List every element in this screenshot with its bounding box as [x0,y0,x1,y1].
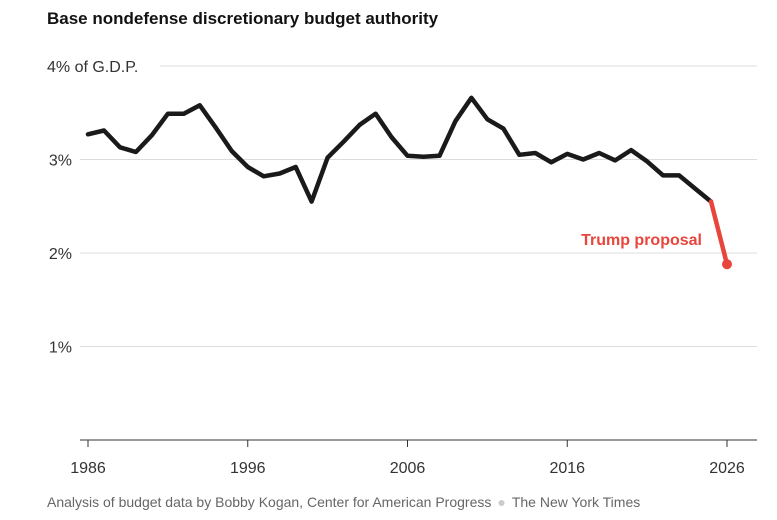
proposal-series-line [708,199,730,267]
source-note: Analysis of budget data by Bobby Kogan, … [47,494,492,510]
y-tick-label: 3% [49,153,72,170]
x-tick-label: 2026 [709,460,745,477]
publisher-credit: The New York Times [511,494,641,510]
y-axis: 1% 2% 3% 4% of G.D.P. [47,59,138,357]
x-tick-label: 1986 [70,460,106,477]
gridlines [80,65,757,347]
series-lines [85,95,732,270]
y-tick-label: 1% [49,340,72,357]
x-axis: 1986 1996 2006 2016 2026 [70,439,757,477]
y-tick-label: 4% of G.D.P. [47,59,138,76]
trump-proposal-label: Trump proposal [581,232,702,249]
x-tick-label: 2016 [549,460,585,477]
annotations: Trump proposal [581,232,702,249]
line-chart: 1%2%3%4% of G.D.P. 1986 1996 2006 2016 2026 … [47,59,757,477]
historical-series-line [85,95,714,204]
y-tick-label: 2% [49,246,72,263]
x-tick-label: 2006 [390,460,426,477]
proposal-endpoint-dot [722,259,732,270]
chart-title: Base nondefense discretionary budget aut… [47,9,439,28]
x-tick-label: 1996 [230,460,266,477]
separator-dot-icon: ● [497,494,506,510]
chart-footer: Analysis of budget data by Bobby Kogan, … [47,494,640,510]
